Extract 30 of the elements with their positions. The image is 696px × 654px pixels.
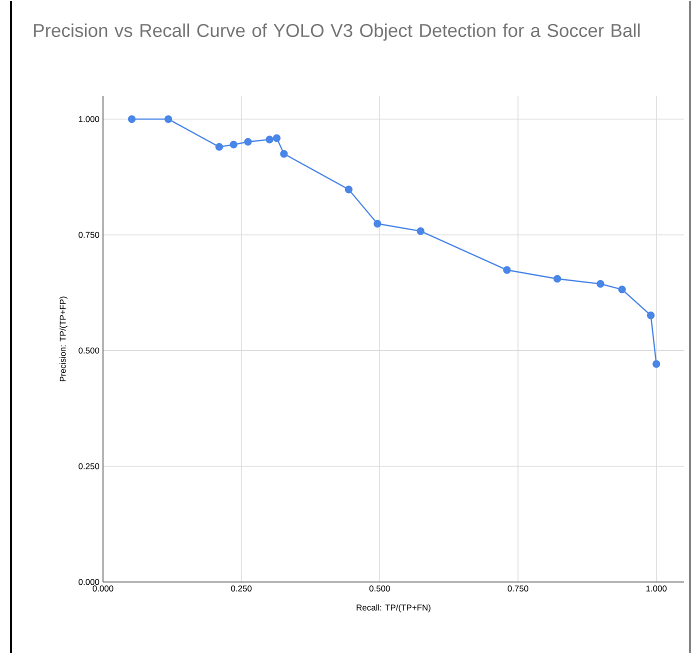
point	[164, 115, 172, 123]
x-tick-label: 0.500	[369, 586, 390, 592]
point	[272, 134, 281, 142]
point	[652, 360, 660, 368]
chart-title: Precision vs Recall Curve of YOLO V3 Object Detection for a Soccer Ball	[34, 24, 640, 41]
point	[215, 143, 224, 151]
x-tick-label: 0.750	[508, 586, 528, 592]
point	[344, 186, 353, 194]
point	[266, 136, 274, 144]
point	[618, 286, 626, 294]
y-tick-label: 0.250	[78, 463, 100, 470]
y-tick-label: 0.750	[78, 232, 100, 238]
x-tick-label: 1.000	[646, 586, 667, 592]
point	[416, 227, 424, 235]
point	[128, 115, 136, 123]
point	[244, 138, 252, 146]
point	[553, 274, 562, 283]
x-axis-title: Recall: TP/(TP+FN)	[356, 604, 430, 612]
point	[596, 280, 604, 288]
x-tick-label: 0.000	[92, 586, 114, 592]
point	[374, 220, 382, 228]
point	[280, 150, 288, 158]
y-tick-label: 0.500	[78, 348, 100, 354]
point	[646, 312, 655, 320]
y-tick-label: 1.000	[78, 116, 100, 122]
point	[503, 266, 511, 274]
x-tick-label: 0.250	[231, 586, 252, 592]
y-axis-title: Precision: TP/(TP+FP)	[60, 296, 68, 382]
y-tick-label: 0.000	[78, 578, 100, 585]
point	[230, 140, 238, 148]
